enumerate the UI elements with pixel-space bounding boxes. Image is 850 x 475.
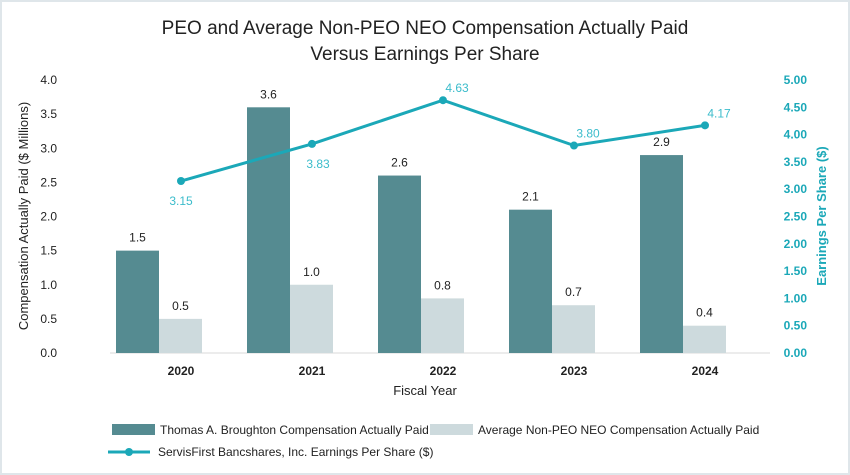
y-tick-label: 1.5 xyxy=(40,244,57,258)
eps-point xyxy=(308,139,316,148)
y2-tick-label: 4.50 xyxy=(784,100,808,114)
bar-label-non-peo: 0.5 xyxy=(172,299,189,313)
bar-non-peo xyxy=(290,284,333,353)
eps-label: 3.83 xyxy=(306,157,330,171)
eps-label: 3.15 xyxy=(169,194,193,208)
y2-tick-label: 2.50 xyxy=(784,210,808,224)
bar-peo xyxy=(640,155,683,353)
bar-non-peo xyxy=(159,318,202,353)
bar-label-non-peo: 0.8 xyxy=(434,278,451,292)
y2-tick-label: 1.00 xyxy=(784,291,808,305)
y2-tick-label: 1.50 xyxy=(784,264,808,278)
bar-label-peo: 1.5 xyxy=(129,231,146,245)
y-tick-label: 4.0 xyxy=(40,73,57,87)
bar-label-peo: 2.6 xyxy=(391,156,408,170)
y2-tick-label: 3.50 xyxy=(784,155,808,169)
chart-title: PEO and Average Non-PEO NEO Compensation… xyxy=(162,18,689,39)
legend-marker-eps xyxy=(125,448,133,456)
bar-peo xyxy=(247,107,290,353)
y2-tick-label: 3.00 xyxy=(784,182,808,196)
bar-label-non-peo: 0.4 xyxy=(696,306,713,320)
bar-non-peo xyxy=(421,298,464,353)
x-axis-label: Fiscal Year xyxy=(393,383,457,398)
chart-subtitle: Versus Earnings Per Share xyxy=(310,44,539,65)
y2-tick-label: 2.00 xyxy=(784,237,808,251)
legend: Thomas A. Broughton Compensation Actuall… xyxy=(108,423,759,459)
y2-tick-label: 5.00 xyxy=(784,73,808,87)
bar-label-peo: 2.9 xyxy=(653,135,670,149)
eps-point xyxy=(701,121,709,130)
bar-non-peo xyxy=(683,325,726,353)
bar-peo xyxy=(378,175,421,353)
x-tick-label: 2024 xyxy=(692,364,719,378)
x-tick-label: 2020 xyxy=(168,364,195,378)
eps-point xyxy=(570,141,578,150)
x-tick-label: 2023 xyxy=(561,364,588,378)
bar-peo xyxy=(509,209,552,353)
legend-label-eps: ServisFirst Bancshares, Inc. Earnings Pe… xyxy=(158,445,433,459)
y-tick-label: 3.5 xyxy=(40,107,57,121)
y-tick-label: 3.0 xyxy=(40,141,57,155)
bar-label-peo: 3.6 xyxy=(260,87,277,101)
legend-label-non-peo: Average Non-PEO NEO Compensation Actuall… xyxy=(478,423,759,437)
eps-label: 4.17 xyxy=(707,106,731,120)
bar-non-peo xyxy=(552,305,595,353)
eps-label: 3.80 xyxy=(576,127,600,141)
x-tick-label: 2022 xyxy=(430,364,457,378)
bar-label-non-peo: 0.7 xyxy=(565,285,582,299)
eps-point xyxy=(439,96,447,105)
bar-label-non-peo: 1.0 xyxy=(303,265,320,279)
x-tick-label: 2021 xyxy=(299,364,326,378)
bar-peo xyxy=(116,250,159,353)
eps-label: 4.63 xyxy=(445,81,469,95)
y-tick-label: 2.0 xyxy=(40,210,57,224)
eps-point xyxy=(177,177,185,186)
y-tick-label: 0.5 xyxy=(40,312,57,326)
legend-swatch-non-peo xyxy=(430,424,473,435)
y2-tick-label: 0.00 xyxy=(784,346,808,360)
y-tick-label: 2.5 xyxy=(40,175,57,189)
y2-axis-label: Earnings Per Share ($) xyxy=(814,146,829,285)
y2-tick-label: 4.00 xyxy=(784,128,808,142)
legend-swatch-peo xyxy=(112,424,155,435)
y2-tick-label: 0.50 xyxy=(784,319,808,333)
y-tick-label: 0.0 xyxy=(40,346,57,360)
y-tick-label: 1.0 xyxy=(40,278,57,292)
bar-label-peo: 2.1 xyxy=(522,190,539,204)
y-axis-label: Compensation Actually Paid ($ Millions) xyxy=(16,102,31,330)
legend-label-peo: Thomas A. Broughton Compensation Actuall… xyxy=(160,423,429,437)
